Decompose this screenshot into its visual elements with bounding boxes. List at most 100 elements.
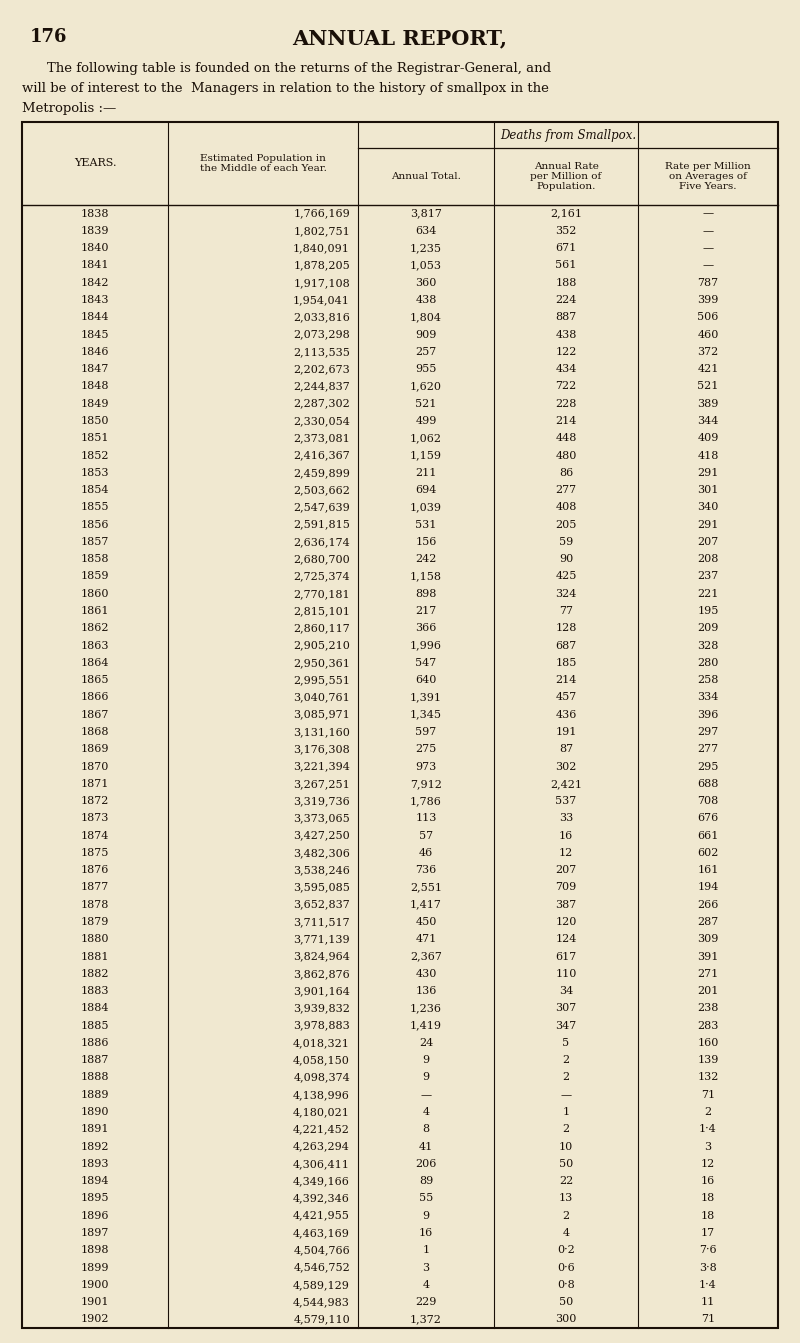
Text: 238: 238 (698, 1003, 718, 1014)
Text: 418: 418 (698, 450, 718, 461)
Text: 1879: 1879 (81, 917, 109, 927)
Text: 237: 237 (698, 572, 718, 582)
Text: 1,039: 1,039 (410, 502, 442, 512)
Text: Estimated Population in
the Middle of each Year.: Estimated Population in the Middle of ea… (199, 154, 326, 173)
Text: 4,138,996: 4,138,996 (293, 1089, 350, 1100)
Text: 1876: 1876 (81, 865, 109, 876)
Text: 2,416,367: 2,416,367 (294, 450, 350, 461)
Text: 266: 266 (698, 900, 718, 909)
Text: 687: 687 (555, 641, 577, 650)
Text: 396: 396 (698, 709, 718, 720)
Text: 3: 3 (705, 1142, 711, 1151)
Text: 2,373,081: 2,373,081 (294, 434, 350, 443)
Text: 0·8: 0·8 (557, 1280, 575, 1289)
Text: 1,996: 1,996 (410, 641, 442, 650)
Text: 3,176,308: 3,176,308 (294, 744, 350, 755)
Text: 1844: 1844 (81, 313, 110, 322)
Text: 1838: 1838 (81, 208, 110, 219)
Text: 3·8: 3·8 (699, 1262, 717, 1273)
Text: 366: 366 (415, 623, 437, 634)
Text: 640: 640 (415, 676, 437, 685)
Text: 4,263,294: 4,263,294 (293, 1142, 350, 1151)
Text: 1: 1 (422, 1245, 430, 1256)
Text: 430: 430 (415, 968, 437, 979)
Text: 1,372: 1,372 (410, 1315, 442, 1324)
Text: 521: 521 (415, 399, 437, 408)
Text: 434: 434 (555, 364, 577, 375)
Text: 2,244,837: 2,244,837 (294, 381, 350, 391)
Text: 3,085,971: 3,085,971 (294, 709, 350, 720)
Text: 1,417: 1,417 (410, 900, 442, 909)
Text: 2,330,054: 2,330,054 (293, 416, 350, 426)
Text: 1892: 1892 (81, 1142, 110, 1151)
Text: 139: 139 (698, 1056, 718, 1065)
Text: 207: 207 (698, 537, 718, 547)
Text: 301: 301 (698, 485, 718, 496)
Text: 161: 161 (698, 865, 718, 876)
Text: 2,680,700: 2,680,700 (294, 555, 350, 564)
Text: 0·2: 0·2 (557, 1245, 575, 1256)
Text: 1866: 1866 (81, 693, 110, 702)
Text: 221: 221 (698, 588, 718, 599)
Text: 1864: 1864 (81, 658, 110, 667)
Text: 1873: 1873 (81, 814, 109, 823)
Text: 460: 460 (698, 329, 718, 340)
Text: 89: 89 (419, 1176, 433, 1186)
Text: 2,161: 2,161 (550, 208, 582, 219)
Text: 708: 708 (698, 796, 718, 806)
Text: 16: 16 (559, 830, 573, 841)
Text: 71: 71 (701, 1089, 715, 1100)
Text: 9: 9 (422, 1056, 430, 1065)
Text: 201: 201 (698, 986, 718, 997)
Text: 1887: 1887 (81, 1056, 109, 1065)
Text: 4,421,955: 4,421,955 (293, 1210, 350, 1221)
Text: 1893: 1893 (81, 1159, 110, 1168)
Text: 3,817: 3,817 (410, 208, 442, 219)
Text: 1,235: 1,235 (410, 243, 442, 254)
Text: 17: 17 (701, 1228, 715, 1238)
Text: 41: 41 (419, 1142, 433, 1151)
Text: 1,053: 1,053 (410, 261, 442, 270)
Text: 694: 694 (415, 485, 437, 496)
Text: 214: 214 (555, 676, 577, 685)
Text: 3,652,837: 3,652,837 (294, 900, 350, 909)
Text: 280: 280 (698, 658, 718, 667)
Text: 438: 438 (555, 329, 577, 340)
Text: 1·4: 1·4 (699, 1124, 717, 1135)
Text: 408: 408 (555, 502, 577, 512)
Text: 205: 205 (555, 520, 577, 529)
Text: ANNUAL REPORT,: ANNUAL REPORT, (293, 28, 507, 48)
Text: 1843: 1843 (81, 295, 110, 305)
Text: 9: 9 (422, 1210, 430, 1221)
Text: 3,221,394: 3,221,394 (293, 761, 350, 771)
Text: 120: 120 (555, 917, 577, 927)
Text: 955: 955 (415, 364, 437, 375)
Text: 7,912: 7,912 (410, 779, 442, 788)
Text: 1,804: 1,804 (410, 313, 442, 322)
Text: 457: 457 (555, 693, 577, 702)
Text: 561: 561 (555, 261, 577, 270)
Text: 257: 257 (415, 346, 437, 357)
Text: 224: 224 (555, 295, 577, 305)
Text: 2,551: 2,551 (410, 882, 442, 893)
Text: 634: 634 (415, 226, 437, 236)
Text: 602: 602 (698, 847, 718, 858)
Text: 360: 360 (415, 278, 437, 287)
Text: 1852: 1852 (81, 450, 110, 461)
Text: 722: 722 (555, 381, 577, 391)
Text: 1,766,169: 1,766,169 (294, 208, 350, 219)
Text: 688: 688 (698, 779, 718, 788)
Text: 4,058,150: 4,058,150 (293, 1056, 350, 1065)
Text: 4,504,766: 4,504,766 (294, 1245, 350, 1256)
Text: 24: 24 (419, 1038, 433, 1048)
Text: 898: 898 (415, 588, 437, 599)
Text: 3,373,065: 3,373,065 (294, 814, 350, 823)
Text: 1,786: 1,786 (410, 796, 442, 806)
Text: 4,463,169: 4,463,169 (293, 1228, 350, 1238)
Text: 18: 18 (701, 1194, 715, 1203)
Text: 2: 2 (705, 1107, 711, 1117)
Text: 387: 387 (555, 900, 577, 909)
Text: 156: 156 (415, 537, 437, 547)
Text: 1899: 1899 (81, 1262, 110, 1273)
Text: 425: 425 (555, 572, 577, 582)
